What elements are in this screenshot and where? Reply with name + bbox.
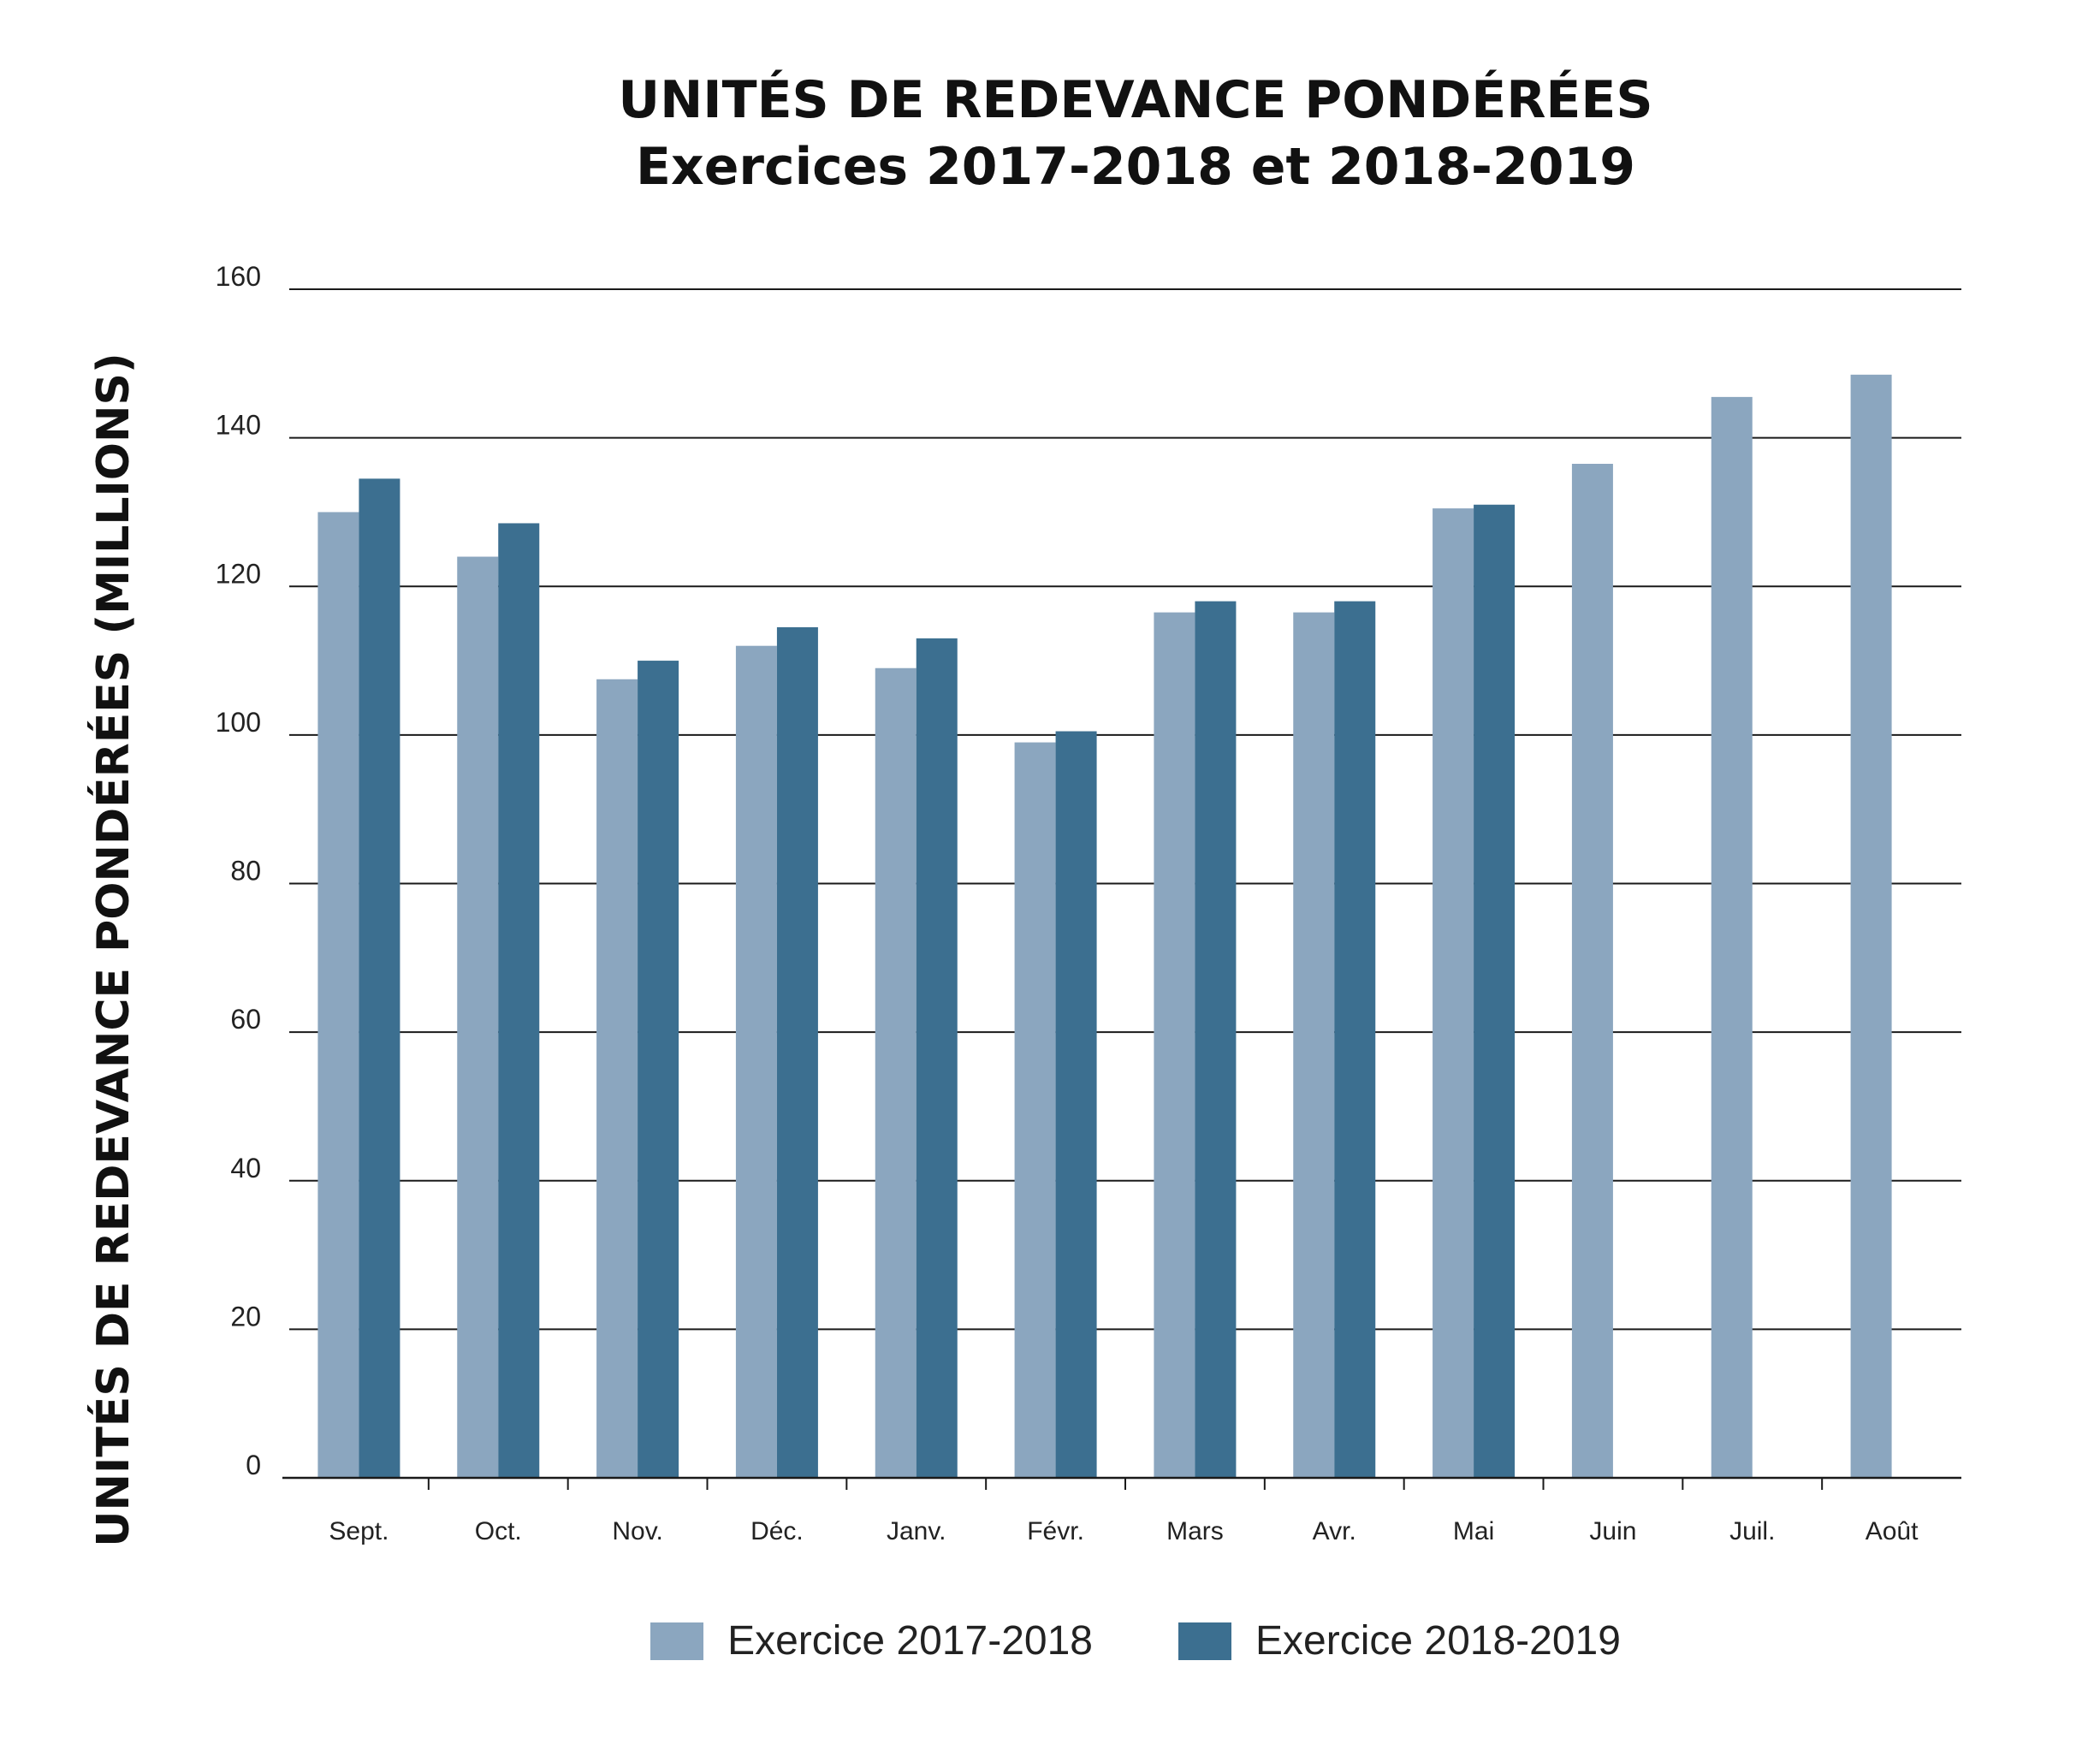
bar-Mars-Exercice 2017-2018	[1154, 612, 1195, 1478]
y-tick-label: 140	[216, 410, 261, 441]
y-axis-ticks: 0 20 40 60 80 100 120 140 160	[216, 261, 261, 1480]
y-tick-label: 20	[230, 1301, 261, 1332]
bar-Mars-Exercice 2018-2019	[1195, 601, 1237, 1478]
legend-item-2018-2019: Exercice 2018-2019	[1178, 1617, 1621, 1664]
y-tick-label: 80	[230, 856, 261, 887]
chart-title-line1: UNITÉS DE REDEVANCE PONDÉRÉES	[618, 70, 1653, 130]
x-tick-label: Mars	[1166, 1517, 1224, 1545]
bar-Févr.-Exercice 2017-2018	[1014, 742, 1056, 1478]
legend: Exercice 2017-2018 Exercice 2018-2019	[0, 1617, 2100, 1664]
x-axis	[282, 1476, 1961, 1490]
chart-title: UNITÉS DE REDEVANCE PONDÉRÉES Exercices …	[0, 67, 2100, 200]
bar-Janv.-Exercice 2017-2018	[875, 667, 917, 1478]
x-tick-label: Nov.	[612, 1517, 662, 1545]
x-tick-label: Sept.	[329, 1517, 389, 1545]
y-tick-label: 40	[230, 1153, 261, 1183]
bar-Avr.-Exercice 2018-2019	[1334, 601, 1376, 1478]
gridlines	[289, 288, 1961, 1331]
x-tick-label: Juil.	[1729, 1517, 1775, 1545]
y-tick-label: 0	[246, 1450, 261, 1480]
bar-Janv.-Exercice 2018-2019	[916, 638, 958, 1478]
bar-Nov.-Exercice 2018-2019	[638, 661, 679, 1478]
x-tick-label: Juin	[1589, 1517, 1636, 1545]
y-tick-label: 100	[216, 707, 261, 738]
bar-Août-Exercice 2017-2018	[1850, 374, 1892, 1479]
x-tick-label: Avr.	[1313, 1517, 1356, 1545]
bar-Sept.-Exercice 2017-2018	[317, 512, 359, 1478]
legend-item-2017-2018: Exercice 2017-2018	[650, 1617, 1093, 1664]
legend-label-2017-2018: Exercice 2017-2018	[727, 1618, 1093, 1664]
x-tick-label: Mai	[1453, 1517, 1494, 1545]
x-tick-label: Janv.	[887, 1517, 946, 1545]
x-tick-label: Oct.	[475, 1517, 522, 1545]
bar-Mai-Exercice 2018-2019	[1474, 504, 1516, 1478]
y-tick-label: 160	[216, 261, 261, 292]
legend-swatch-2018-2019	[1178, 1622, 1231, 1660]
bars	[317, 374, 1892, 1479]
bar-Oct.-Exercice 2017-2018	[457, 556, 499, 1478]
x-tick-label: Déc.	[750, 1517, 804, 1545]
chart-subtitle: Exercices 2017-2018 et 2018-2019	[636, 137, 1635, 197]
y-tick-label: 120	[216, 558, 261, 589]
bar-Déc.-Exercice 2018-2019	[776, 626, 818, 1478]
bar-Sept.-Exercice 2018-2019	[359, 478, 400, 1479]
bar-Nov.-Exercice 2017-2018	[596, 679, 638, 1478]
legend-swatch-2017-2018	[650, 1622, 704, 1660]
bar-Oct.-Exercice 2018-2019	[498, 523, 540, 1478]
x-tick-label: Août	[1866, 1517, 1919, 1545]
bar-Juil.-Exercice 2017-2018	[1711, 396, 1753, 1478]
bar-Févr.-Exercice 2018-2019	[1055, 731, 1097, 1478]
bar-Déc.-Exercice 2017-2018	[735, 645, 777, 1478]
y-tick-label: 60	[230, 1004, 261, 1035]
x-axis-labels: Sept. Oct. Nov. Déc. Janv. Févr. Mars Avr. Mai Ju…	[329, 1517, 1919, 1545]
bar-Mai-Exercice 2017-2018	[1433, 508, 1474, 1478]
legend-label-2018-2019: Exercice 2018-2019	[1255, 1618, 1621, 1664]
x-tick-label: Févr.	[1027, 1517, 1084, 1545]
bar-Avr.-Exercice 2017-2018	[1293, 612, 1335, 1478]
bar-Juin-Exercice 2017-2018	[1571, 464, 1613, 1478]
y-axis-label: UNITÉS DE REDEVANCE PONDÉRÉES (MILLIONS)	[87, 353, 139, 1547]
